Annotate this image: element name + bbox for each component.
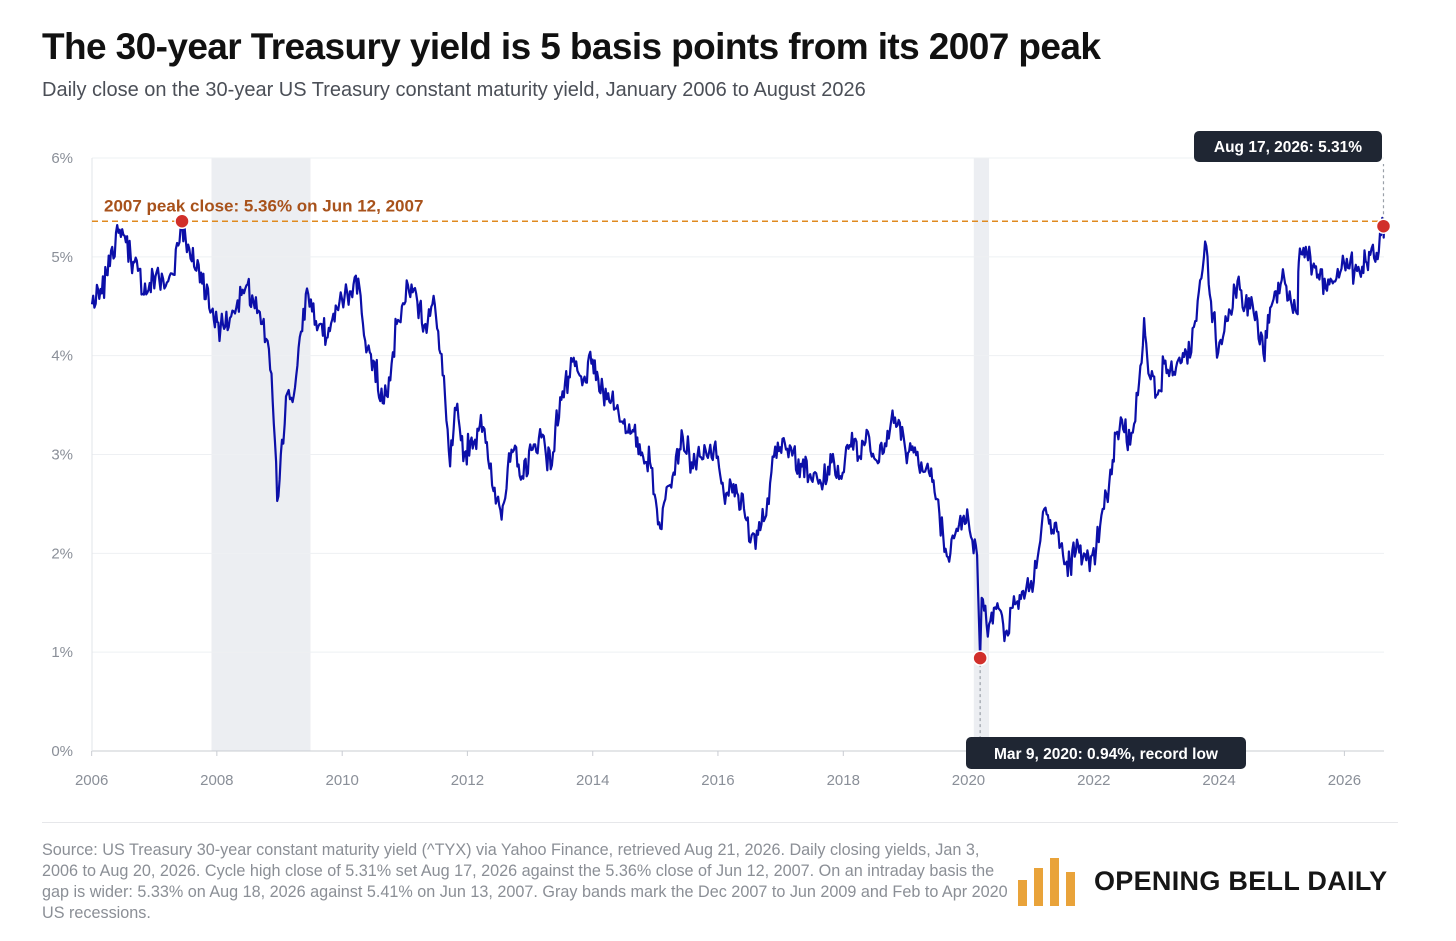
low-marker (972, 650, 988, 666)
yield-series-line (90, 216, 1386, 660)
y-tick-label: 2% (51, 545, 73, 562)
low-callout-box (966, 737, 1246, 769)
x-tick-label: 2014 (576, 772, 609, 789)
chart-title: The 30-year Treasury yield is 5 basis po… (42, 26, 1101, 67)
x-tick-label: 2018 (827, 772, 860, 789)
latest-callout-label: Aug 17, 2026: 5.31% (1214, 139, 1362, 156)
latest-marker (1375, 218, 1392, 234)
brand: OPENING BELL DAILY (1018, 856, 1387, 906)
x-tick-label: 2020 (952, 772, 985, 789)
brand-name: OPENING BELL DAILY (1094, 865, 1388, 896)
x-tick-label: 2008 (200, 772, 233, 789)
footer-divider (42, 822, 1398, 823)
y-tick-label: 4% (51, 348, 73, 365)
peak-marker (174, 213, 190, 230)
x-tick-label: 2026 (1328, 772, 1361, 789)
y-tick-label: 0% (51, 743, 73, 760)
y-tick-label: 3% (51, 447, 73, 464)
bar-chart-logo-icon (1018, 858, 1075, 906)
y-tick-label: 6% (51, 150, 73, 167)
annotations: 2007 peak close: 5.36% on Jun 12, 2007 Au… (92, 131, 1392, 769)
source-note: Source: US Treasury 30-year constant mat… (42, 841, 1008, 922)
x-tick-label: 2024 (1202, 772, 1235, 789)
x-tick-label: 2010 (326, 772, 359, 789)
x-axis-ticks: 2006 2008 2010 2012 2014 2016 2018 2020 2022 2024… (75, 751, 1361, 789)
y-axis-ticks: 0% 1% 2% 3% 4% 5% 6% (51, 150, 73, 760)
x-tick-label: 2006 (75, 772, 108, 789)
latest-callout-box (1194, 131, 1382, 162)
x-tick-label: 2022 (1077, 772, 1110, 789)
x-tick-label: 2012 (451, 772, 484, 789)
y-tick-label: 1% (51, 644, 73, 661)
low-callout-label: Mar 9, 2020: 0.94%, record low (994, 746, 1219, 763)
chart-subtitle: Daily close on the 30-year US Treasury c… (42, 79, 866, 101)
y-tick-label: 5% (51, 249, 73, 266)
yield-line-chart: 0%1%2%3%4%5%6% 2006 2008 2010 2012 2014 2016 2… (51, 131, 1392, 789)
x-tick-label: 2016 (701, 772, 734, 789)
peak-annotation-label: 2007 peak close: 5.36% on Jun 12, 2007 (104, 196, 423, 215)
